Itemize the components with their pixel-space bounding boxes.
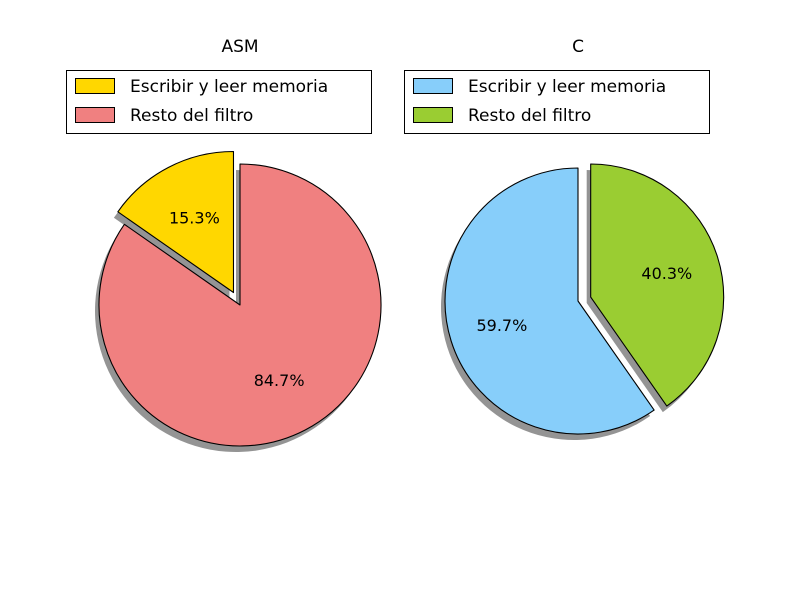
chart-title: ASM xyxy=(221,37,258,57)
legend-label: Resto del filtro xyxy=(468,106,591,126)
legend-swatch xyxy=(413,107,453,123)
legend: Escribir y leer memoria Resto del filtro xyxy=(404,70,710,134)
legend-label: Resto del filtro xyxy=(130,106,253,126)
legend-frame xyxy=(404,70,710,134)
pie-slice-pct-label: 84.7% xyxy=(254,371,305,390)
legend-swatch xyxy=(75,107,115,123)
chart-title: C xyxy=(572,37,584,57)
pie: 15.3% 84.7% xyxy=(95,150,382,452)
legend: Escribir y leer memoria Resto del filtro xyxy=(66,70,372,134)
legend-label: Escribir y leer memoria xyxy=(130,77,328,97)
pie-chart-asm: ASM Escribir y leer memoria Resto del fi… xyxy=(66,37,382,452)
pie-slice-pct-label: 15.3% xyxy=(169,208,220,227)
legend-swatch xyxy=(75,78,115,94)
pie-chart-c: C Escribir y leer memoria Resto del filt… xyxy=(404,37,725,440)
pie-slice xyxy=(117,150,235,294)
pie-slice xyxy=(590,163,725,407)
pie: 59.7% 40.3% xyxy=(441,163,725,440)
legend-frame xyxy=(66,70,372,134)
pie-slice xyxy=(444,167,655,435)
legend-label: Escribir y leer memoria xyxy=(468,77,666,97)
pie-slice-pct-label: 40.3% xyxy=(641,264,692,283)
pie-slice xyxy=(98,163,382,447)
pie-slice-pct-label: 59.7% xyxy=(476,316,527,335)
legend-swatch xyxy=(413,78,453,94)
